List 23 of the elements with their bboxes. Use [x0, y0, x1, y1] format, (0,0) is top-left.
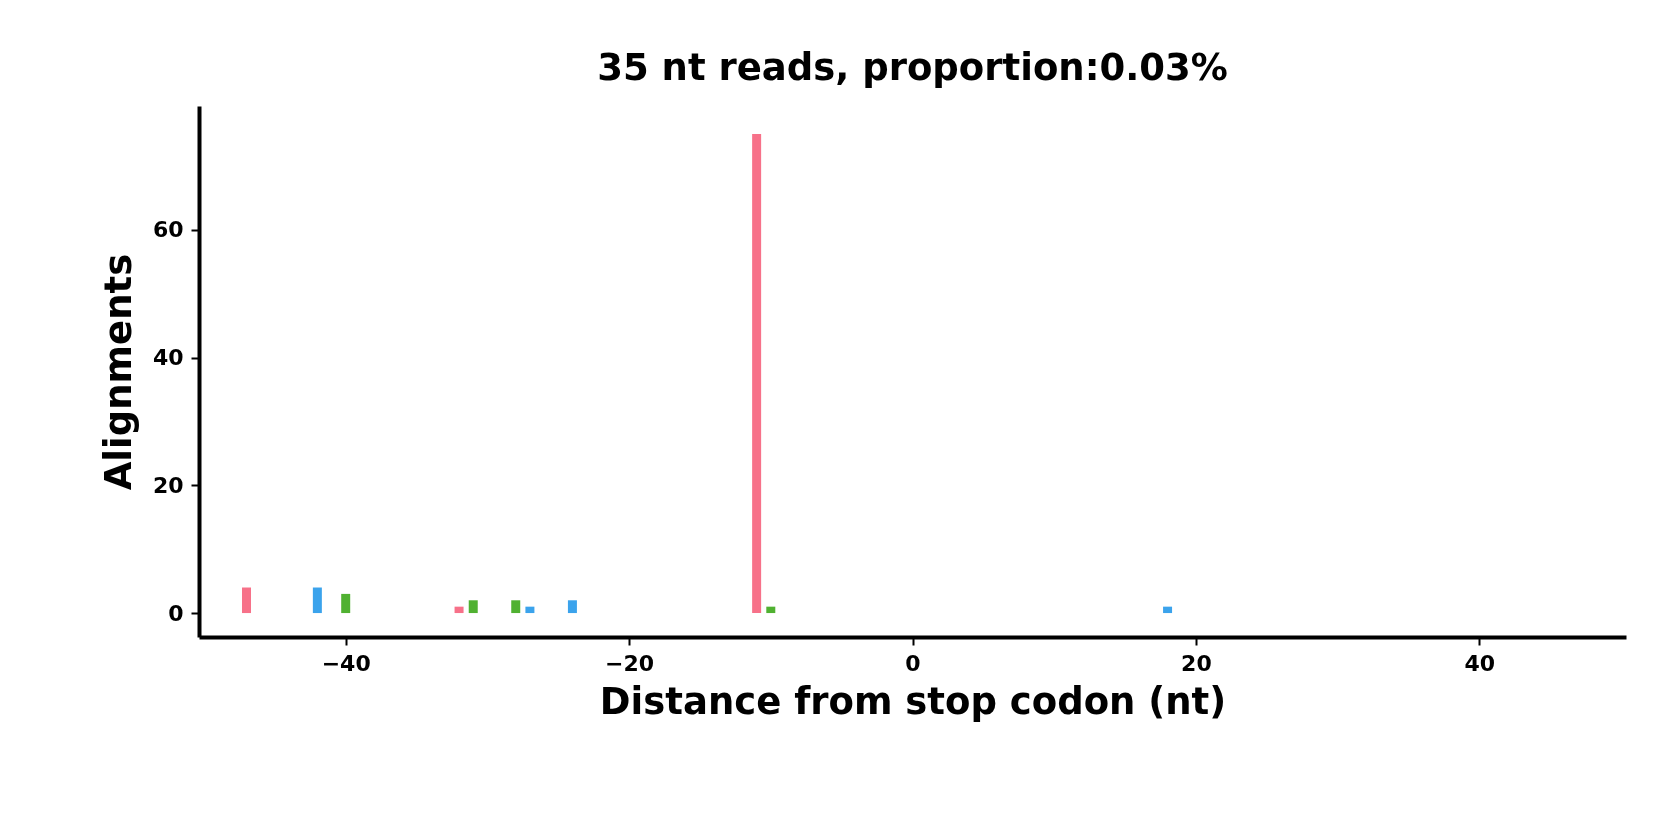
bar — [766, 606, 776, 614]
bar — [525, 606, 535, 614]
bar — [468, 600, 478, 614]
bar — [242, 587, 252, 614]
y-tick-label: 0 — [168, 600, 184, 626]
x-tick-label: 0 — [905, 650, 921, 676]
y-tick-label: 20 — [152, 472, 184, 498]
bar — [312, 587, 322, 614]
bar — [752, 134, 762, 614]
x-tick-label: 20 — [1181, 650, 1212, 676]
y-tick-label: 60 — [152, 217, 184, 243]
x-tick-label: −20 — [605, 650, 655, 676]
bar — [567, 600, 577, 614]
bar — [454, 606, 464, 614]
bar — [1163, 606, 1173, 614]
bar — [341, 593, 351, 614]
x-axis-title: Distance from stop codon (nt) — [599, 679, 1227, 723]
chart-title: 35 nt reads, proportion:0.03% — [597, 46, 1228, 89]
x-tick-label: 40 — [1464, 650, 1496, 676]
y-tick-label: 40 — [152, 345, 184, 371]
y-axis-title: Alignments — [96, 253, 140, 491]
x-tick-label: −40 — [321, 650, 371, 676]
bar — [511, 600, 521, 614]
